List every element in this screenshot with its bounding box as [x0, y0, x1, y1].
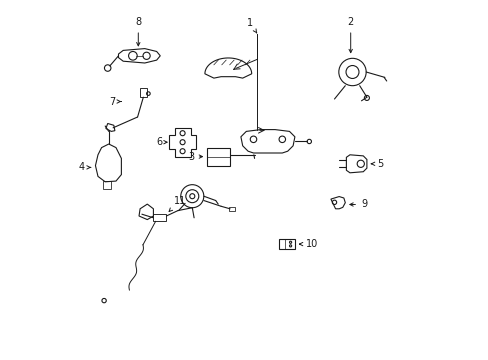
Text: 11: 11: [169, 196, 185, 211]
Text: 9: 9: [349, 199, 366, 210]
Text: 5: 5: [370, 159, 383, 169]
Text: 10: 10: [299, 239, 318, 249]
Text: 4: 4: [79, 162, 90, 172]
Text: 7: 7: [109, 96, 121, 107]
Text: 3: 3: [188, 152, 202, 162]
Text: 8: 8: [135, 17, 141, 46]
Text: 2: 2: [347, 17, 353, 53]
Text: 6: 6: [157, 137, 167, 147]
Text: 1: 1: [246, 18, 256, 33]
